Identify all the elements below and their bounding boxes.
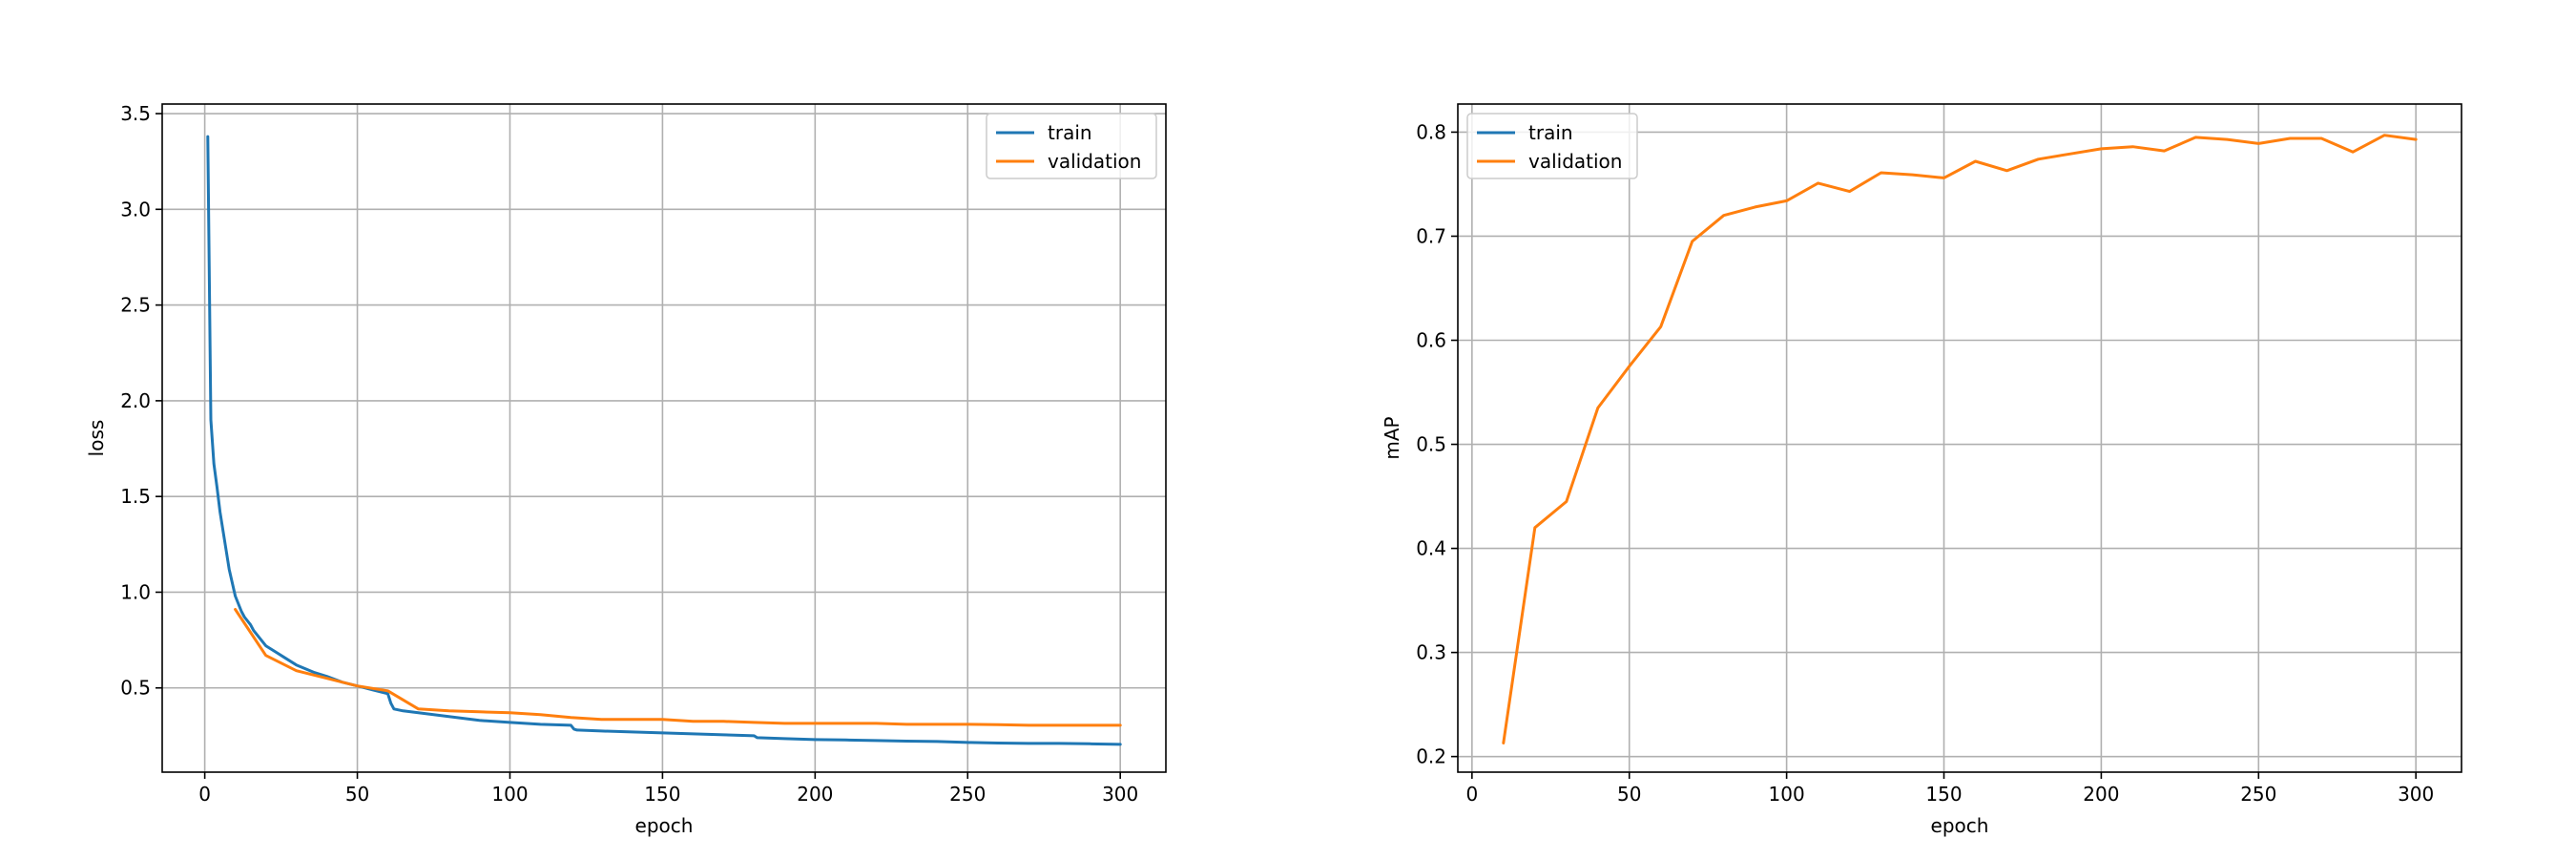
x-tick-label: 100: [491, 783, 528, 806]
x-tick-label: 50: [1617, 783, 1641, 806]
legend-label-validation: validation: [1048, 150, 1141, 173]
x-tick-label: 250: [2240, 783, 2276, 806]
y-axis-label: loss: [85, 420, 108, 457]
x-tick-label: 150: [644, 783, 680, 806]
y-tick-label: 2.0: [120, 389, 151, 412]
y-tick-label: 3.5: [120, 102, 151, 125]
x-tick-label: 150: [1925, 783, 1962, 806]
y-tick-label: 0.5: [120, 677, 151, 700]
series-line-validation: [234, 608, 1122, 727]
axes-frame: [1457, 103, 2462, 773]
y-tick-label: 0.5: [1416, 433, 1446, 456]
y-tick-label: 1.0: [120, 580, 151, 603]
chart-panel-2: 0 50 100 150 200 250 300 0.2 0.3 0.4 0.5 0.6 0.7 0.8 e…: [1381, 103, 2462, 837]
x-axis-label: epoch: [1931, 814, 1989, 837]
x-axis-label: epoch: [635, 814, 694, 837]
series-line-validation: [1502, 134, 2418, 744]
y-tick-label: 1.5: [120, 485, 151, 508]
series-line-train: [206, 135, 1122, 746]
y-tick-label: 0.4: [1416, 537, 1446, 560]
y-tick-label: 0.6: [1416, 329, 1446, 352]
legend-label-train: train: [1528, 121, 1573, 144]
y-tick-label: 2.5: [120, 294, 151, 317]
axes-frame: [161, 103, 1167, 773]
grid: [1458, 104, 2462, 772]
y-tick-label: 0.3: [1416, 641, 1446, 664]
legend: train validation: [986, 113, 1157, 179]
x-tick-label: 300: [2398, 783, 2434, 806]
x-tick-label: 0: [1465, 783, 1478, 806]
series-group: [1502, 134, 2418, 744]
chart-panel-1: 0 50 100 150 200 250 300 0.5 1.0 1.5 2.0 2.5 3.0 3.5 e…: [85, 102, 1167, 837]
y-tick-label: 0.2: [1416, 745, 1446, 768]
x-tick-label: 100: [1769, 783, 1805, 806]
y-tick-label: 3.0: [120, 198, 151, 220]
x-tick-label: 250: [949, 783, 986, 806]
x-tick-label: 50: [345, 783, 369, 806]
y-tick-label: 0.7: [1416, 224, 1446, 247]
x-tick-label: 300: [1102, 783, 1138, 806]
y-axis-label: mAP: [1381, 416, 1403, 459]
series-group: [206, 135, 1122, 746]
legend: train validation: [1466, 113, 1638, 179]
y-tick-label: 0.8: [1416, 120, 1446, 143]
x-tick-label: 0: [198, 783, 211, 806]
x-tick-label: 200: [797, 783, 833, 806]
x-tick-label: 200: [2083, 783, 2119, 806]
legend-label-validation: validation: [1528, 150, 1622, 173]
legend-label-train: train: [1048, 121, 1092, 144]
